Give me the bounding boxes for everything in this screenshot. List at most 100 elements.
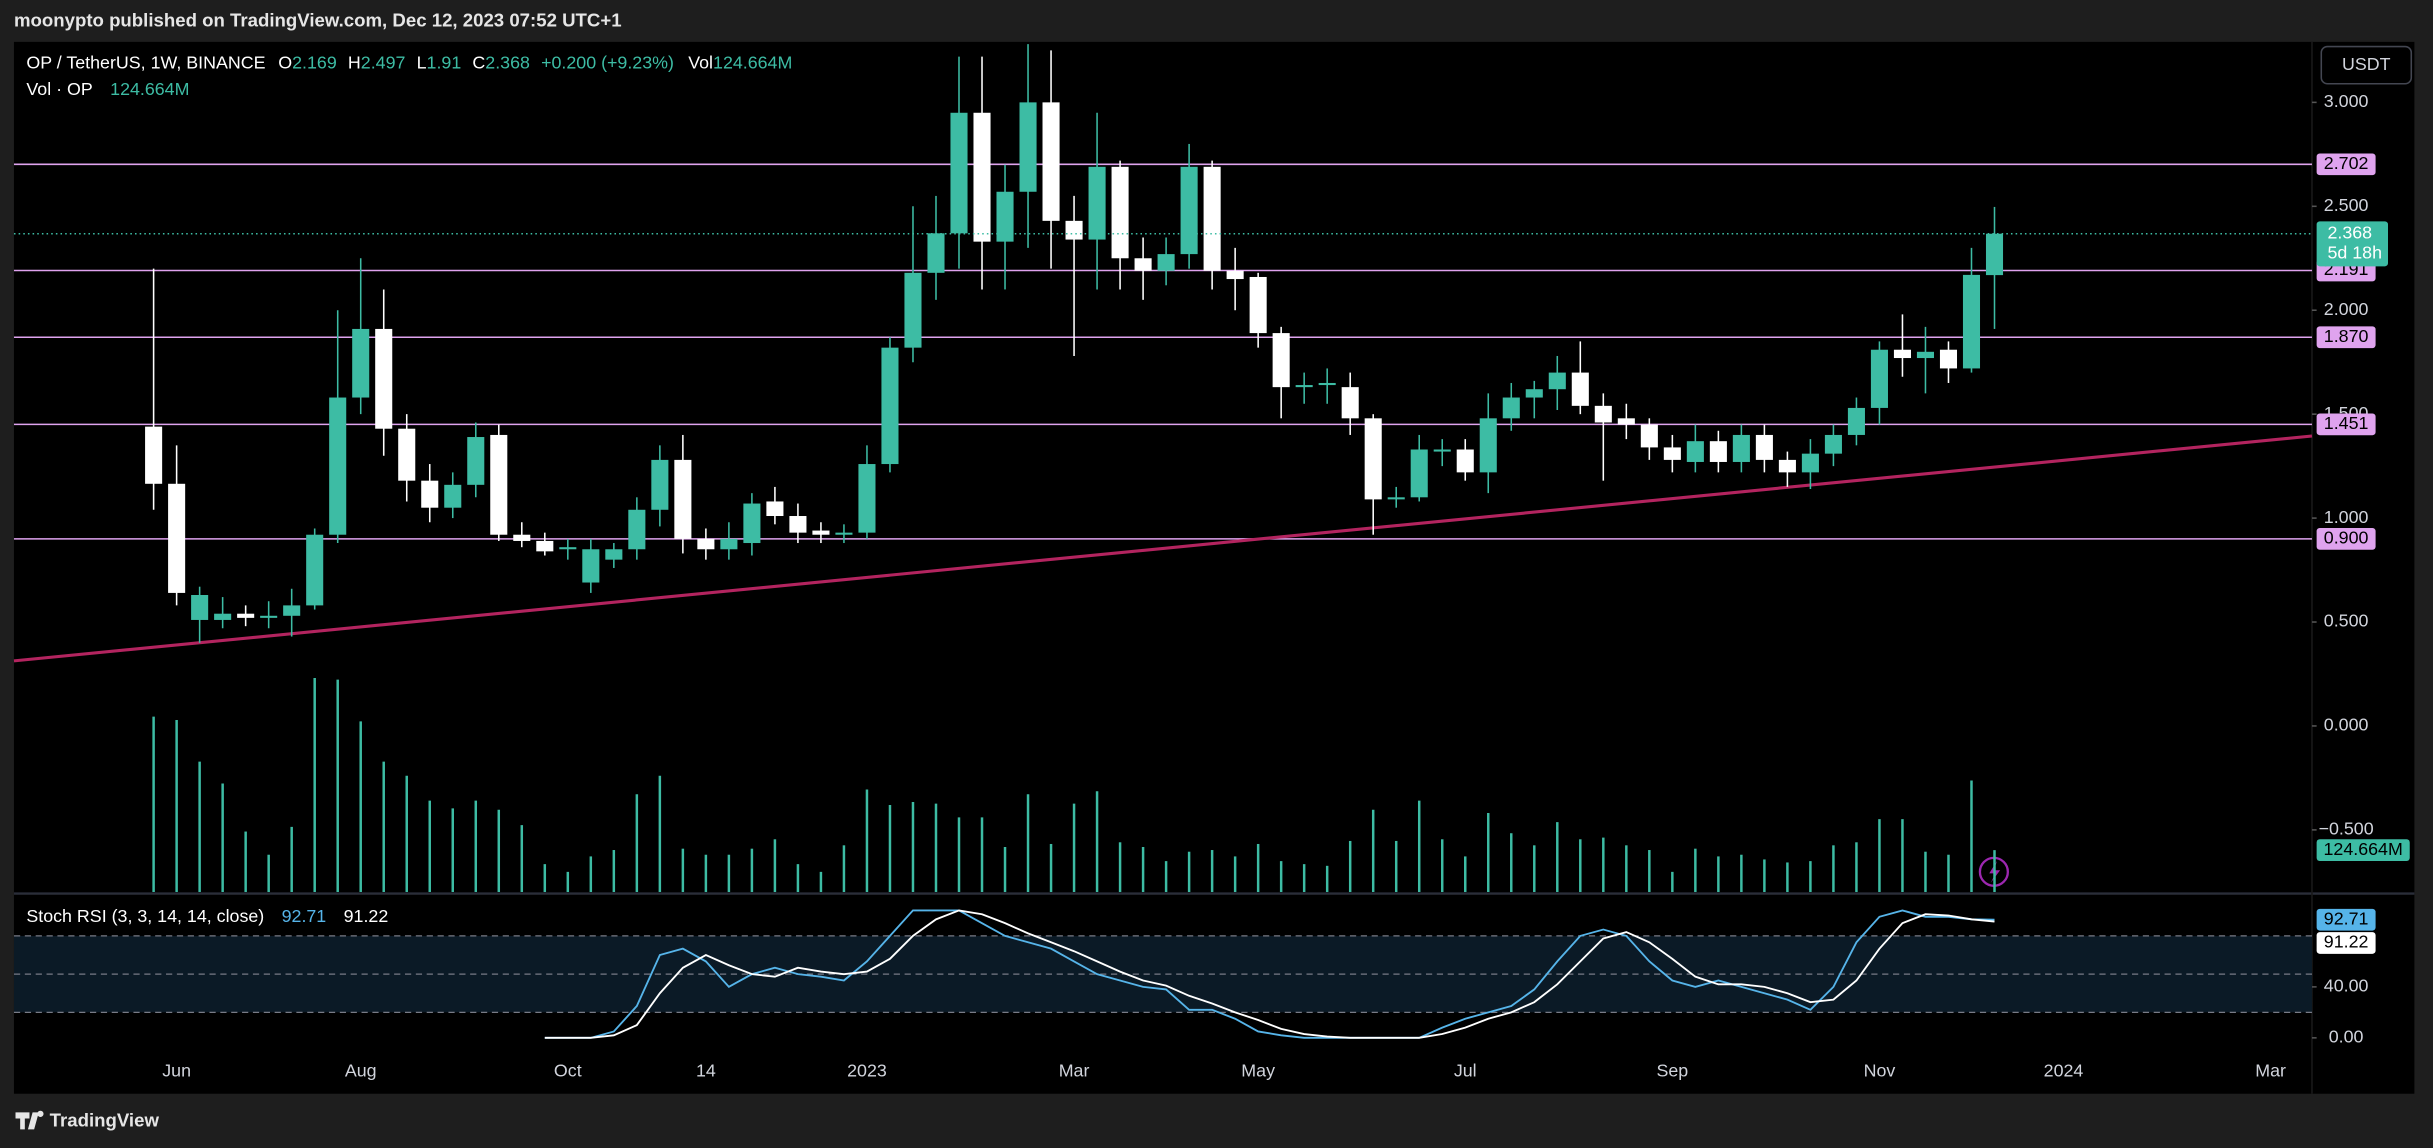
volume-pane <box>152 677 1996 893</box>
y-tick-label: 2.000 <box>2324 299 2369 319</box>
stoch-line <box>544 909 1995 1039</box>
candle-body <box>168 483 186 593</box>
candle-body <box>1272 333 1290 388</box>
candle-body <box>973 112 991 242</box>
candle-body <box>1019 102 1037 192</box>
candle-body <box>559 547 577 550</box>
volume-title: Vol · OP <box>26 79 92 99</box>
legend-low: 1.91 <box>427 52 462 72</box>
candle-body <box>467 437 485 485</box>
candle-body <box>720 538 738 550</box>
level-label: 2.702 <box>2324 153 2369 173</box>
stoch-tick-label: 0.00 <box>2329 1027 2364 1047</box>
candle-body <box>1088 166 1106 240</box>
candle-body <box>191 594 209 620</box>
candle-body <box>375 328 393 429</box>
x-tick-label: Aug <box>345 1061 377 1081</box>
candle-body <box>1387 497 1405 500</box>
legend-high: 2.497 <box>361 52 406 72</box>
stoch-legend: Stoch RSI (3, 3, 14, 14, close) 92.71 91… <box>26 906 388 926</box>
stoch-title: Stoch RSI (3, 3, 14, 14, close) <box>26 906 264 926</box>
volume-axis-label: 124.664M <box>2324 839 2403 859</box>
candle-body <box>743 503 761 544</box>
candle-body <box>1525 389 1543 398</box>
y-tick-label: 0.000 <box>2324 715 2369 735</box>
candle-body <box>697 538 715 550</box>
candle-body <box>444 484 462 508</box>
candle-body <box>1686 441 1704 462</box>
candle-body <box>904 272 922 348</box>
candle-body <box>1732 434 1750 462</box>
candle-body <box>1479 418 1497 473</box>
x-tick-label: Oct <box>554 1061 582 1081</box>
candle-body <box>1318 382 1336 386</box>
y-tick-label: 3.000 <box>2324 91 2369 111</box>
candle-body <box>1548 372 1566 390</box>
currency-button[interactable] <box>2320 45 2413 85</box>
x-tick-label: 14 <box>696 1061 716 1081</box>
stoch-tick-label: 40.00 <box>2324 976 2369 996</box>
candle-body <box>490 434 508 535</box>
legend-c: C <box>472 52 485 72</box>
plot-layer: Jun Aug Oct 14 2023 Mar May Jul Sep Nov 2024 Mar 3.0… <box>13 44 2410 1081</box>
candle-body <box>1042 102 1060 221</box>
trendline <box>13 434 2313 663</box>
candle-body <box>674 459 692 539</box>
x-tick-label: 2023 <box>847 1061 887 1081</box>
candle-body <box>329 397 347 535</box>
legend-o: O <box>278 52 292 72</box>
logo <box>15 1110 44 1130</box>
level-label: 0.900 <box>2324 528 2369 548</box>
candle-body <box>536 540 554 552</box>
level-label-box <box>2316 528 2376 550</box>
band-fill <box>13 935 2312 1013</box>
candle-body <box>1502 397 1520 419</box>
candle-body <box>651 459 669 510</box>
volume-label-box <box>2316 839 2410 861</box>
candle-body <box>835 532 853 535</box>
candle-body <box>1962 274 1981 369</box>
candle-body <box>421 480 439 508</box>
candle-body <box>605 549 623 560</box>
candle-body <box>628 509 646 550</box>
candle-body <box>352 328 370 398</box>
candle-body <box>1249 276 1267 334</box>
level-label-box <box>2316 153 2376 176</box>
stoch-pane <box>13 909 2312 1039</box>
price-pane <box>13 44 2313 663</box>
candle-body <box>1226 270 1244 280</box>
candle-body <box>1617 418 1635 425</box>
candle-body <box>1134 258 1152 271</box>
price-label: 2.368 <box>2327 222 2372 242</box>
candle-body <box>1410 449 1428 498</box>
legend-close: 2.368 <box>485 52 530 72</box>
x-tick-label: 2024 <box>2044 1061 2084 1081</box>
publisher-header: moonypto published on TradingView.com, D… <box>14 10 622 31</box>
candle-body <box>1433 449 1451 452</box>
level-label: 1.870 <box>2324 326 2369 346</box>
candle-body <box>306 534 324 606</box>
candle-body <box>1847 407 1865 435</box>
candle-body <box>1456 449 1474 473</box>
stoch-label: 92.71 <box>2324 908 2369 928</box>
x-tick-label: Nov <box>1864 1061 1896 1081</box>
candle-body <box>1180 166 1198 255</box>
x-tick-label: Sep <box>1656 1061 1688 1081</box>
countdown-label: 5d 18h <box>2327 243 2382 263</box>
candle-body <box>1157 254 1175 271</box>
candle-body <box>1341 387 1359 419</box>
candle-body <box>1870 349 1888 408</box>
stoch-label-box <box>2316 908 2376 931</box>
candle-body <box>1295 385 1313 388</box>
stoch-label-box <box>2316 932 2376 954</box>
candle-body <box>1203 166 1221 271</box>
candle-body <box>283 605 301 616</box>
y-tick-label: −0.500 <box>2319 819 2374 839</box>
legend-vol: Vol <box>688 52 713 72</box>
candle-body <box>1640 424 1658 448</box>
candle-body <box>1939 349 1958 369</box>
candle-body <box>1893 349 1911 359</box>
x-tick-label: Mar <box>2255 1061 2286 1081</box>
price-label-box <box>2316 221 2389 267</box>
